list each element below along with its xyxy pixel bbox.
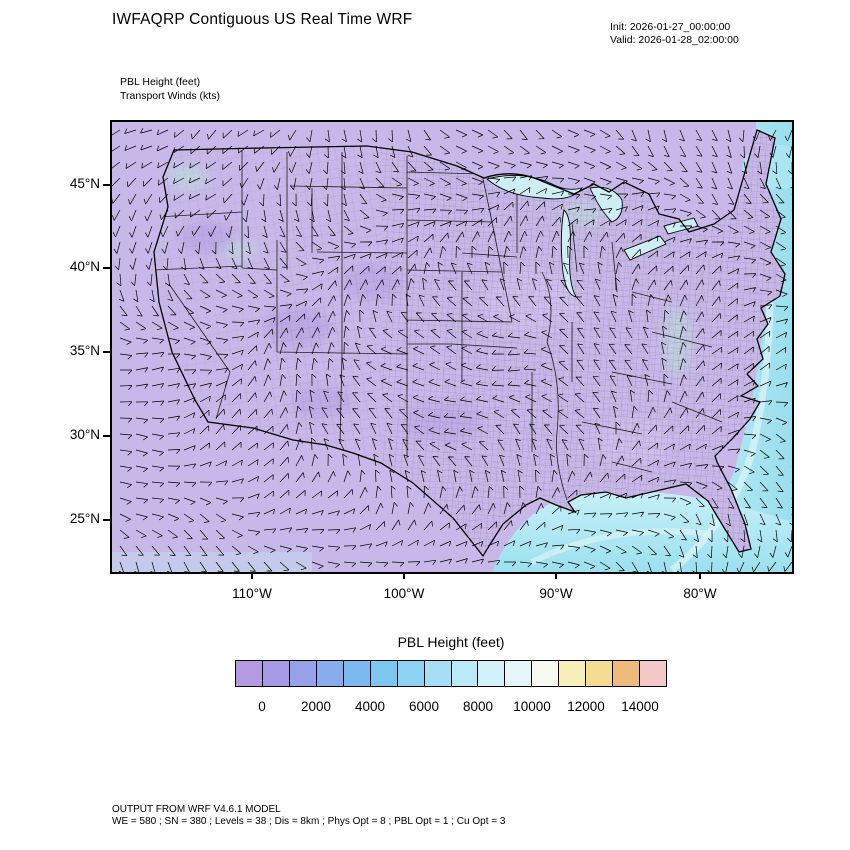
lat-axis-label: 35°N: [69, 343, 100, 358]
lon-axis-tick: [555, 572, 557, 579]
colorbar-cell: [586, 661, 614, 686]
lat-axis-tick: [103, 267, 110, 269]
colorbar-cell: [262, 661, 290, 686]
lake-erie: [623, 235, 667, 261]
lat-axis-tick: [103, 351, 110, 353]
lake-huron: [589, 186, 623, 223]
plot-title: IWFAQRP Contiguous US Real Time WRF: [112, 11, 413, 28]
lat-axis-tick: [103, 184, 110, 186]
model-footer: OUTPUT FROM WRF V4.6.1 MODEL WE = 580 ; …: [112, 804, 505, 828]
colorbar-title: PBL Height (feet): [397, 634, 505, 650]
colorbar-tick-label: 4000: [354, 699, 386, 714]
footer-line2: WE = 580 ; SN = 380 ; Levels = 38 ; Dis …: [112, 816, 506, 827]
lon-axis-label: 80°W: [683, 586, 717, 601]
colorbar-cell: [478, 661, 506, 686]
colorbar-tick-label: 6000: [408, 699, 440, 714]
colorbar-tick-label: 12000: [567, 699, 605, 714]
colorbar-tick-label: 8000: [462, 699, 494, 714]
colorbar-cell: [613, 661, 641, 686]
lon-axis-tick: [699, 572, 701, 579]
lon-axis-tick: [403, 572, 405, 579]
lat-axis-tick: [103, 519, 110, 521]
colorbar-cell: [451, 661, 479, 686]
lat-axis-label: 45°N: [69, 176, 100, 191]
lat-axis-label: 40°N: [69, 259, 100, 274]
colorbar-cell: [343, 661, 371, 686]
colorbar: [235, 660, 667, 687]
colorbar-cell: [532, 661, 560, 686]
time-stamps: Init: 2026-01-27_00:00:00 Valid: 2026-01…: [610, 21, 739, 46]
colorbar-cell: [370, 661, 398, 686]
colorbar-tick-label: 14000: [621, 699, 659, 714]
lon-axis-label: 110°W: [232, 586, 272, 601]
valid-time-label: Valid: 2026-01-28_02:00:00: [610, 33, 739, 46]
colorbar-cell: [397, 661, 425, 686]
lat-axis-tick: [103, 435, 110, 437]
colorbar-labels: 0 2000 4000 6000 8000 10000 12000 14000: [235, 699, 667, 717]
colorbar-cell: [640, 661, 666, 686]
colorbar-cell: [424, 661, 452, 686]
colorbar-cell: [505, 661, 533, 686]
colorbar-cell: [316, 661, 344, 686]
colorbar-tick-label: 2000: [300, 699, 332, 714]
colorbar-cell: [289, 661, 317, 686]
state-boundaries: [154, 150, 723, 501]
colorbar-tick-label: 0: [258, 699, 266, 714]
colorbar-cell: [559, 661, 587, 686]
lake-michigan: [560, 209, 577, 298]
lat-axis-label: 25°N: [69, 511, 100, 526]
footer-line1: OUTPUT FROM WRF V4.6.1 MODEL: [112, 804, 281, 815]
lon-axis-tick: [251, 572, 253, 579]
init-time-label: Init: 2026-01-27_00:00:00: [610, 21, 731, 33]
lon-axis-label: 90°W: [539, 586, 573, 601]
lat-axis-label: 30°N: [69, 427, 100, 442]
field-label-pbl: PBL Height (feet): [120, 76, 201, 88]
lon-axis-label: 100°W: [383, 586, 425, 601]
wind-barbs: [112, 128, 792, 572]
colorbar-cell: [236, 661, 263, 686]
map-plot: [112, 122, 792, 572]
colorbar-tick-label: 10000: [513, 699, 551, 714]
great-lakes: [486, 175, 699, 298]
map-frame: [110, 120, 794, 574]
field-label-winds: Transport Winds (kts): [120, 90, 220, 102]
